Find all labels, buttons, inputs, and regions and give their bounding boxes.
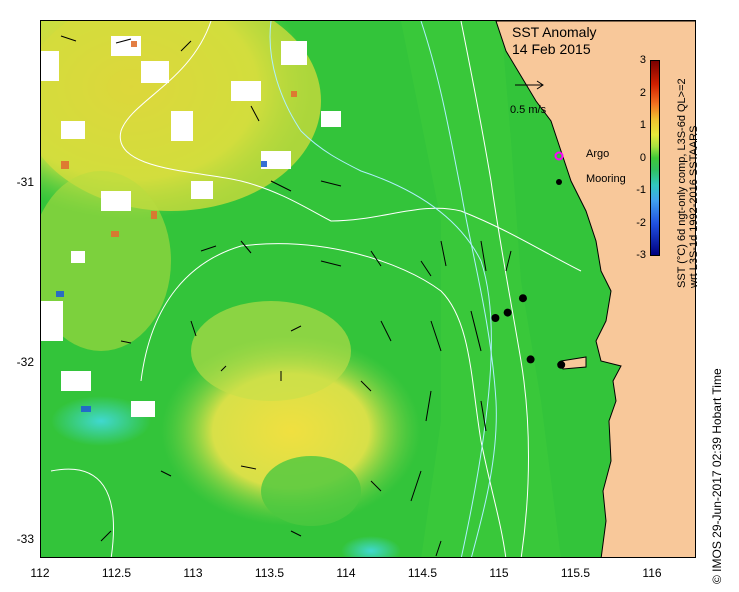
y-tick-label: -31 — [16, 175, 34, 189]
map-date: 14 Feb 2015 — [512, 41, 591, 57]
no-data-patches — [41, 36, 341, 417]
colorbar-label-line1: SST (°C) 6d ngt-only comp, L3S-6d QL>=2 — [676, 78, 688, 288]
land-australia — [495, 21, 695, 557]
x-tick-label: 115.5 — [560, 566, 591, 580]
colorbar-tick-label: 3 — [639, 54, 646, 66]
x-tick-label: 113.5 — [254, 566, 285, 580]
y-tick-label: -32 — [16, 355, 34, 369]
bathymetry-contours — [50, 21, 582, 557]
velocity-arrows — [60, 35, 512, 557]
x-tick-label: 113 — [183, 566, 203, 580]
colorbar-tick-label: 2 — [639, 86, 646, 99]
map-frame — [40, 20, 696, 558]
scale-label: 0.5 m/s — [510, 104, 547, 116]
mooring-marker — [491, 314, 500, 322]
scale-arrow — [515, 80, 544, 90]
mooring-markers — [491, 294, 566, 369]
x-tick-label: 114.5 — [407, 566, 438, 580]
mooring-marker — [526, 355, 535, 364]
x-tick-label: 112.5 — [101, 566, 132, 580]
mooring-marker — [557, 360, 566, 369]
legend-argo-label: Argo — [586, 148, 610, 160]
colorbar-label-line2: wrt L3S-1d 1992-2016 SSTAARS — [688, 125, 700, 288]
argo-marker-icon — [554, 148, 564, 161]
x-tick-label: 112 — [30, 566, 50, 580]
colorbar-tick-label: -3 — [636, 249, 646, 261]
cool-anomaly-west — [51, 396, 151, 446]
mooring-marker — [518, 294, 527, 303]
mooring-marker — [503, 308, 512, 317]
colorbar-tick-label: -1 — [636, 184, 646, 196]
colorbar-tick-label: 0 — [639, 151, 646, 164]
x-tick-label: 114 — [336, 566, 356, 580]
colorbar-tick-label: -2 — [636, 216, 646, 229]
colorbar — [650, 60, 660, 256]
colorbar-tick-label: 1 — [639, 119, 646, 131]
mooring-marker-icon — [554, 174, 564, 185]
map-title: SST Anomaly — [512, 24, 597, 40]
legend-mooring-label: Mooring — [586, 173, 626, 185]
x-tick-label: 115 — [489, 566, 509, 580]
y-tick-label: -33 — [16, 532, 34, 546]
credit-text: © IMOS 29-Jun-2017 02:39 Hobart Time — [710, 368, 724, 584]
sst-anomaly-map — [41, 21, 695, 557]
x-tick-label: 116 — [642, 566, 662, 580]
